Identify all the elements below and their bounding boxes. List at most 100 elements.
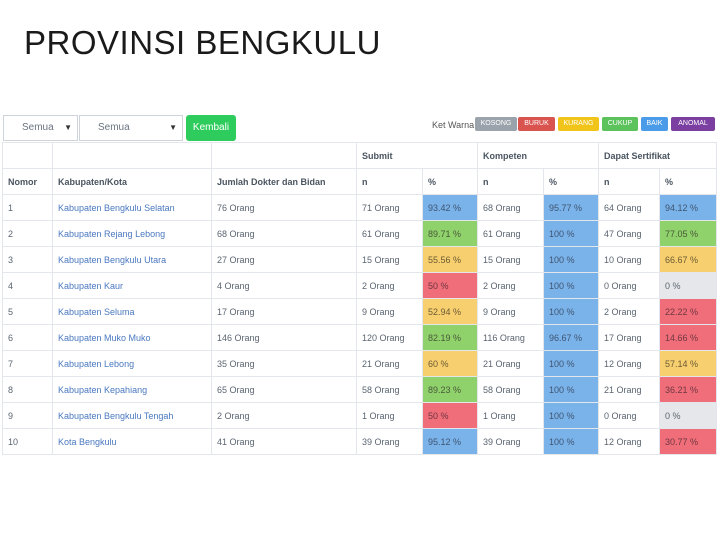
header-submit-n[interactable]: n xyxy=(356,168,423,195)
cell-kompeten-n: 68 Orang xyxy=(477,194,544,221)
cell-kabupaten[interactable]: Kabupaten Lebong xyxy=(52,350,212,377)
group-header-sertifikat: Dapat Sertifikat xyxy=(598,142,718,169)
cell-kompeten-n: 58 Orang xyxy=(477,376,544,403)
cell-submit-n: 61 Orang xyxy=(356,220,423,247)
data-table: Submit Kompeten Dapat Sertifikat Nomor K… xyxy=(2,142,718,455)
cell-kompeten-n: 9 Orang xyxy=(477,298,544,325)
data-panel: Semua ▼ Semua ▼ Kembali Ket Warna : KOSO… xyxy=(0,110,720,460)
cell-submit-pct: 50 % xyxy=(422,272,478,299)
cell-jumlah: 146 Orang xyxy=(211,324,357,351)
legend-title: Ket Warna : xyxy=(432,120,480,130)
cell-nomor: 4 xyxy=(2,272,53,299)
header-sertifikat-pct[interactable]: % xyxy=(659,168,718,195)
table-body: 1 Kabupaten Bengkulu Selatan 76 Orang 71 Or… xyxy=(2,194,718,455)
cell-jumlah: 65 Orang xyxy=(211,376,357,403)
cell-sertifikat-n: 10 Orang xyxy=(598,246,661,273)
cell-submit-n: 1 Orang xyxy=(356,402,423,429)
cell-kompeten-pct: 96.67 % xyxy=(542,324,600,351)
cell-kabupaten[interactable]: Kota Bengkulu xyxy=(52,428,212,455)
cell-sertifikat-n: 17 Orang xyxy=(598,324,661,351)
chevron-down-icon: ▼ xyxy=(64,123,72,132)
cell-jumlah: 4 Orang xyxy=(211,272,357,299)
cell-kompeten-pct: 100 % xyxy=(542,220,600,247)
cell-kompeten-pct: 95.77 % xyxy=(542,194,600,221)
cell-sertifikat-n: 64 Orang xyxy=(598,194,661,221)
region-select[interactable]: Semua ▼ xyxy=(3,115,78,141)
legend-badge-buruk: BURUK xyxy=(518,117,555,131)
back-button[interactable]: Kembali xyxy=(186,115,236,141)
cell-kompeten-n: 61 Orang xyxy=(477,220,544,247)
cell-submit-pct: 82.19 % xyxy=(422,324,478,351)
cell-submit-n: 58 Orang xyxy=(356,376,423,403)
cell-nomor: 8 xyxy=(2,376,53,403)
table-row: 1 Kabupaten Bengkulu Selatan 76 Orang 71 Or… xyxy=(2,194,718,221)
legend-badge-anomal: ANOMAL xyxy=(671,117,715,131)
header-sertifikat-n[interactable]: n xyxy=(598,168,661,195)
cell-sertifikat-n: 0 Orang xyxy=(598,272,661,299)
cell-submit-n: 2 Orang xyxy=(356,272,423,299)
cell-sertifikat-pct: 22.22 % xyxy=(659,298,718,325)
cell-sertifikat-pct: 94.12 % xyxy=(659,194,718,221)
cell-nomor: 6 xyxy=(2,324,53,351)
header-jumlah[interactable]: Jumlah Dokter dan Bidan xyxy=(211,168,357,195)
table-row: 10 Kota Bengkulu 41 Orang 39 Orang 95.12 % 39… xyxy=(2,428,718,455)
table-row: 3 Kabupaten Bengkulu Utara 27 Orang 15 Oran… xyxy=(2,246,718,273)
subregion-select[interactable]: Semua ▼ xyxy=(79,115,183,141)
cell-sertifikat-pct: 66.67 % xyxy=(659,246,718,273)
cell-jumlah: 35 Orang xyxy=(211,350,357,377)
filter-toolbar: Semua ▼ Semua ▼ Kembali Ket Warna : KOSO… xyxy=(0,112,720,141)
table-row: 6 Kabupaten Muko Muko 146 Orang 120 Orang 82… xyxy=(2,324,718,351)
cell-kabupaten[interactable]: Kabupaten Bengkulu Selatan xyxy=(52,194,212,221)
cell-kabupaten[interactable]: Kabupaten Rejang Lebong xyxy=(52,220,212,247)
cell-kabupaten[interactable]: Kabupaten Kepahiang xyxy=(52,376,212,403)
cell-submit-n: 9 Orang xyxy=(356,298,423,325)
cell-sertifikat-pct: 0 % xyxy=(659,272,718,299)
cell-sertifikat-pct: 57.14 % xyxy=(659,350,718,377)
cell-nomor: 9 xyxy=(2,402,53,429)
legend-badge-kosong: KOSONG xyxy=(475,117,517,131)
cell-kabupaten[interactable]: Kabupaten Muko Muko xyxy=(52,324,212,351)
cell-submit-pct: 95.12 % xyxy=(422,428,478,455)
cell-submit-pct: 52.94 % xyxy=(422,298,478,325)
cell-sertifikat-pct: 14.66 % xyxy=(659,324,718,351)
cell-kompeten-pct: 100 % xyxy=(542,376,600,403)
group-header-submit: Submit xyxy=(356,142,478,169)
cell-sertifikat-pct: 0 % xyxy=(659,402,718,429)
table-row: 2 Kabupaten Rejang Lebong 68 Orang 61 Orang… xyxy=(2,220,718,247)
cell-kompeten-pct: 100 % xyxy=(542,246,600,273)
cell-kabupaten[interactable]: Kabupaten Kaur xyxy=(52,272,212,299)
header-blank xyxy=(2,142,53,169)
cell-jumlah: 27 Orang xyxy=(211,246,357,273)
cell-kompeten-n: 21 Orang xyxy=(477,350,544,377)
cell-sertifikat-pct: 30.77 % xyxy=(659,428,718,455)
cell-submit-pct: 89.71 % xyxy=(422,220,478,247)
header-kompeten-pct[interactable]: % xyxy=(542,168,600,195)
cell-kompeten-pct: 100 % xyxy=(542,402,600,429)
header-kompeten-n[interactable]: n xyxy=(477,168,544,195)
cell-nomor: 3 xyxy=(2,246,53,273)
cell-kompeten-pct: 100 % xyxy=(542,350,600,377)
cell-nomor: 1 xyxy=(2,194,53,221)
cell-kompeten-n: 1 Orang xyxy=(477,402,544,429)
cell-kompeten-pct: 100 % xyxy=(542,428,600,455)
cell-kabupaten[interactable]: Kabupaten Seluma xyxy=(52,298,212,325)
cell-kompeten-n: 116 Orang xyxy=(477,324,544,351)
cell-kompeten-pct: 100 % xyxy=(542,272,600,299)
cell-kompeten-pct: 100 % xyxy=(542,298,600,325)
cell-submit-pct: 60 % xyxy=(422,350,478,377)
cell-submit-pct: 89.23 % xyxy=(422,376,478,403)
legend-badge-kurang: KURANG xyxy=(558,117,599,131)
cell-kompeten-n: 2 Orang xyxy=(477,272,544,299)
group-header-kompeten: Kompeten xyxy=(476,142,600,169)
cell-sertifikat-n: 12 Orang xyxy=(598,350,661,377)
cell-nomor: 2 xyxy=(2,220,53,247)
cell-nomor: 7 xyxy=(2,350,53,377)
cell-kabupaten[interactable]: Kabupaten Bengkulu Utara xyxy=(52,246,212,273)
cell-submit-n: 71 Orang xyxy=(356,194,423,221)
cell-jumlah: 41 Orang xyxy=(211,428,357,455)
header-kabupaten[interactable]: Kabupaten/Kota xyxy=(52,168,212,195)
header-nomor[interactable]: Nomor xyxy=(2,168,53,195)
cell-kabupaten[interactable]: Kabupaten Bengkulu Tengah xyxy=(52,402,212,429)
header-submit-pct[interactable]: % xyxy=(422,168,478,195)
table-row: 8 Kabupaten Kepahiang 65 Orang 58 Orang 89.2… xyxy=(2,376,718,403)
